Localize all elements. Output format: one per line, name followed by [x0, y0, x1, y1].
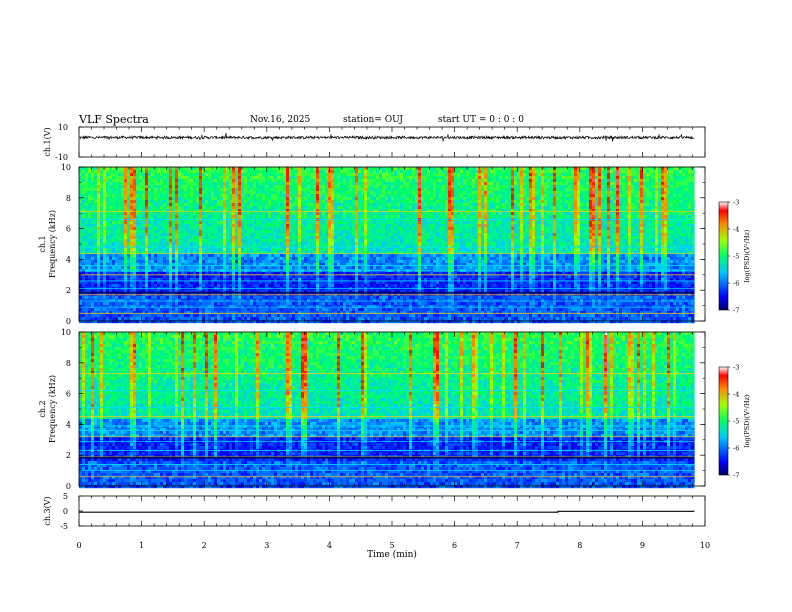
time-axis-label: Time (min) — [367, 549, 417, 560]
time-tick-label: 4 — [327, 541, 332, 550]
ch2-colorbar: -3 -4 -5 -6 -7 log(PSD)(V²/Hz) — [718, 364, 751, 480]
ch1-spectrogram-image — [79, 167, 705, 324]
ch1-colorbar-tick: -4 — [733, 226, 739, 234]
ch1-spectrogram-ylabel: Frequency (kHz) — [48, 210, 57, 278]
ch3-ytick-label: -5 — [60, 522, 68, 531]
ch1-colorbar-tick: -3 — [733, 199, 739, 207]
ch2-spectrogram-ytick-label: 10 — [61, 328, 71, 337]
ch2-colorbar-tick: -4 — [733, 391, 739, 399]
ch1-spectrogram-ylabel-top: ch.1 — [38, 235, 47, 252]
ch1-ytick-label: -10 — [55, 153, 68, 162]
date-label: Nov.16, 2025 — [250, 115, 311, 125]
ch2-spectrogram-ytick-label: 0 — [66, 482, 71, 491]
time-tick-label: 7 — [515, 541, 520, 550]
ch3-ytick-label: 5 — [63, 492, 68, 501]
ch2-spectrogram-panel: 0 2 4 6 8 10 ch.2 Frequency (kHz) -3 -4 -5 -6 -7 l… — [38, 328, 751, 491]
ch2-colorbar-gradient — [718, 366, 729, 476]
ch2-spectrogram-ytick-label: 4 — [66, 420, 71, 429]
ch1-colorbar-tick: -5 — [733, 253, 739, 261]
figure-title: VLF Spectra — [79, 113, 149, 126]
time-tick-label: 1 — [139, 541, 144, 550]
ch1-spectrogram-panel: 0 2 4 6 8 10 ch.1 Frequency (kHz) -3 -4 -5 -6 -7 l… — [38, 163, 751, 326]
ch2-spectrogram-image — [79, 332, 705, 489]
ch2-colorbar-tick: -3 — [733, 364, 739, 372]
ch2-spectrogram-ytick-label: 8 — [66, 359, 71, 368]
start-time-label: start UT = 0 : 0 : 0 — [438, 115, 524, 125]
ch1-spectrogram-ytick-label: 6 — [66, 225, 71, 234]
ch2-colorbar-tick: -7 — [733, 472, 739, 480]
ch2-spectrogram-ytick-label: 6 — [66, 390, 71, 399]
ch3-ytick-label: 0 — [63, 507, 68, 516]
ch1-spectrogram-ytick-label: 10 — [61, 163, 71, 172]
ch1-colorbar: -3 -4 -5 -6 -7 log(PSD)(V²/Hz) — [718, 199, 751, 315]
ch1-waveform-panel: 10 -10 ch.1(V) — [43, 123, 706, 162]
ch1-spectrogram-ytick-label: 2 — [66, 286, 71, 295]
ch2-spectrogram-ylabel: Frequency (kHz) — [48, 375, 57, 443]
ch1-spectrogram-ytick-label: 8 — [66, 194, 71, 203]
ch1-waveform-trace — [78, 132, 695, 142]
ch3-waveform-ylabel: ch.3(V) — [43, 496, 52, 525]
ch2-spectrogram-ylabel-top: ch.2 — [38, 400, 47, 417]
time-tick-label: 2 — [202, 541, 207, 550]
time-tick-label: 0 — [76, 541, 81, 550]
ch1-waveform-ylabel: ch.1(V) — [43, 127, 52, 156]
ch1-colorbar-gradient — [718, 201, 729, 311]
station-label: station= OUJ — [343, 115, 404, 125]
time-tick-label: 5 — [389, 541, 394, 550]
ch2-spectrogram-ytick-label: 2 — [66, 451, 71, 460]
ch1-colorbar-tick: -6 — [733, 280, 739, 288]
ch1-ytick-label: 10 — [58, 123, 68, 132]
ch3-waveform-panel: 5 0 -5 ch.3(V) — [43, 492, 706, 531]
ch2-colorbar-label: log(PSD)(V²/Hz) — [743, 394, 751, 447]
ch1-colorbar-label: log(PSD)(V²/Hz) — [743, 229, 751, 282]
ch3-waveform-trace — [79, 510, 695, 513]
ch1-spectrogram-ytick-label: 0 — [66, 317, 71, 326]
time-axis: 0 1 2 3 4 5 6 7 8 9 10 — [76, 541, 710, 550]
time-tick-label: 9 — [640, 541, 645, 550]
ch1-colorbar-tick: -7 — [733, 307, 739, 315]
time-tick-label: 8 — [577, 541, 582, 550]
time-tick-label: 10 — [700, 541, 710, 550]
ch2-colorbar-tick: -5 — [733, 418, 739, 426]
time-tick-label: 6 — [452, 541, 457, 550]
ch1-spectrogram-ytick-label: 4 — [66, 255, 71, 264]
time-tick-label: 3 — [264, 541, 269, 550]
ch2-colorbar-tick: -6 — [733, 445, 739, 453]
